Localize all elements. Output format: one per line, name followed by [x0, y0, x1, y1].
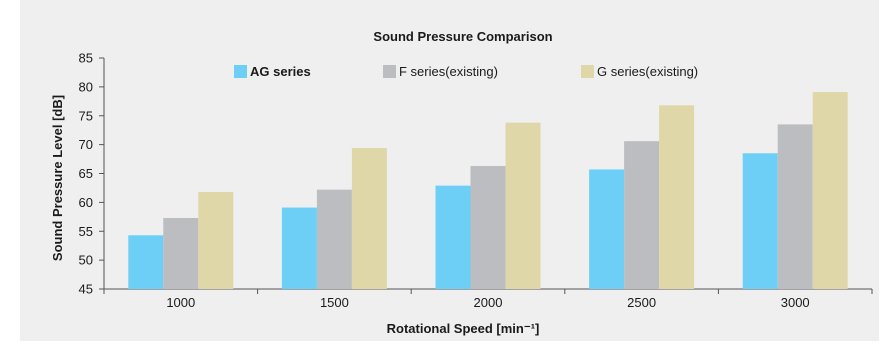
bar	[351, 148, 387, 289]
bars	[128, 92, 848, 290]
bar	[128, 235, 164, 289]
legend-label: F series(existing)	[399, 64, 498, 79]
y-tick-label: 65	[79, 166, 93, 181]
x-tick-label: 2000	[474, 295, 503, 310]
y-tick-label: 80	[79, 79, 93, 94]
x-tick-label: 1500	[320, 295, 349, 310]
legend-swatch	[383, 65, 396, 78]
y-tick-label: 45	[79, 282, 93, 297]
y-tick-label: 55	[79, 224, 93, 239]
chart-title: Sound Pressure Comparison	[373, 29, 552, 44]
y-tick-label: 85	[79, 51, 93, 66]
y-tick-label: 70	[79, 137, 93, 152]
bar	[624, 141, 660, 289]
legend-swatch	[581, 65, 594, 78]
bar	[777, 124, 813, 289]
y-axis-label: Sound Pressure Level [dB]	[50, 95, 65, 261]
bar	[812, 92, 848, 289]
legend-label: AG series	[250, 64, 311, 79]
bar	[435, 185, 471, 289]
legend: AG series F series(existing) G series(exis…	[234, 64, 698, 79]
bar	[659, 105, 695, 289]
y-axis: 45 50 55 60 65 70 75 80 85	[79, 51, 105, 297]
y-tick-label: 75	[79, 108, 93, 123]
y-tick-label: 60	[79, 195, 93, 210]
bar	[163, 217, 199, 289]
x-tick-label: 2500	[627, 295, 656, 310]
x-axis-label: Rotational Speed [min⁻¹]	[387, 321, 540, 336]
bar	[742, 153, 778, 289]
bar	[281, 207, 317, 289]
x-tick-label: 3000	[781, 295, 810, 310]
legend-swatch	[234, 65, 247, 78]
bar	[470, 165, 506, 289]
y-tick-label: 50	[79, 253, 93, 268]
legend-label: G series(existing)	[597, 64, 698, 79]
bar	[198, 191, 234, 289]
x-tick-label: 1000	[166, 295, 195, 310]
bar	[505, 122, 541, 290]
bar	[589, 169, 625, 289]
bar	[316, 189, 352, 289]
